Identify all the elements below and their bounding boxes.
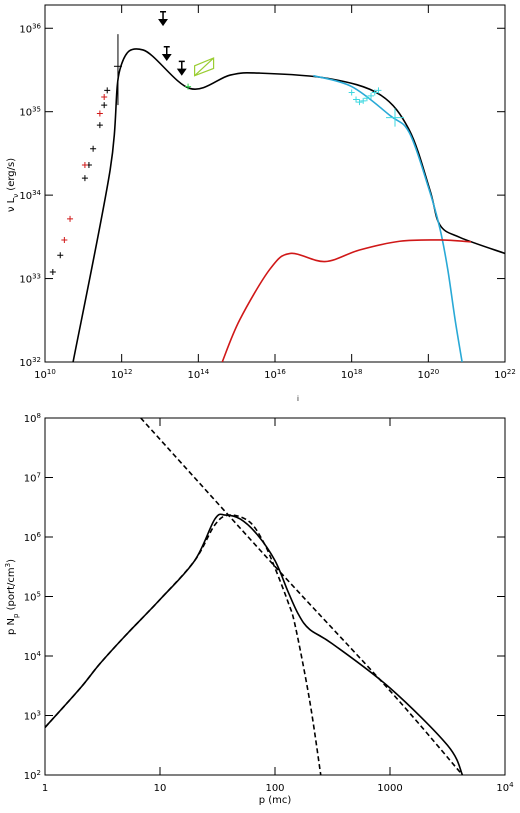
y-tick-label: 1035 [19, 106, 41, 119]
y-tick-label: 103 [24, 710, 41, 723]
data-point [101, 94, 108, 101]
upper-limit [158, 11, 168, 27]
x-tick-label: 1012 [111, 368, 133, 381]
upper-limit [161, 45, 172, 62]
data-point [57, 252, 64, 259]
x-tick-label: 1000 [377, 783, 402, 794]
data-point [96, 122, 103, 129]
data-point [101, 102, 108, 109]
data-point [353, 96, 360, 103]
data-point [67, 215, 74, 222]
x-tick-label: 100 [265, 783, 284, 794]
y-tick-label: 102 [24, 769, 41, 782]
bottom-x-label: p (mc) [259, 795, 292, 806]
dashed-curve [45, 514, 322, 775]
y-tick-label: 1032 [19, 356, 41, 369]
y-tick-label: 106 [24, 531, 42, 544]
data-point [360, 97, 367, 104]
y-tick-label: 1033 [19, 273, 41, 286]
data-point [375, 87, 382, 94]
data-point [385, 108, 404, 127]
x-tick-label: 1018 [341, 368, 363, 381]
y-tick-label: 1034 [19, 189, 41, 202]
top-y-label: ν Lν (erg/s) [6, 158, 20, 212]
data-point [81, 175, 88, 182]
data-point [49, 268, 56, 275]
x-tick-label: 1022 [494, 368, 516, 381]
x-tick-label: 1014 [188, 368, 210, 381]
x-tick-label: 1 [42, 783, 48, 794]
annotation: i [297, 395, 299, 403]
x-tick-label: 10 [154, 783, 167, 794]
data-point [185, 83, 192, 90]
data-point [61, 236, 68, 243]
x-tick-label: 1016 [264, 368, 286, 381]
x-tick-label: 1010 [34, 368, 56, 381]
y-tick-label: 105 [24, 591, 41, 604]
upper-limit [176, 60, 187, 76]
series-group [45, 418, 464, 775]
curve [45, 513, 464, 775]
curve [221, 239, 472, 362]
x-tick-label: 104 [496, 781, 514, 794]
y-tick-label: 108 [24, 412, 41, 425]
bottom-y-label: p Np (port/cm3) [4, 559, 20, 635]
data-point [348, 89, 355, 96]
top-plot-frame [44, 4, 506, 363]
y-tick-label: 104 [24, 650, 42, 663]
data-point [96, 110, 103, 117]
data-point [90, 145, 97, 152]
data-point [81, 161, 88, 168]
data-point [371, 89, 378, 96]
dashed-curve [140, 418, 464, 775]
y-tick-label: 107 [24, 472, 41, 485]
data-point [363, 95, 370, 102]
bowtie [194, 57, 215, 77]
data-point [104, 87, 111, 94]
series-group [49, 11, 505, 362]
y-tick-label: 1036 [19, 22, 41, 35]
curve [313, 74, 463, 362]
data-point [356, 99, 363, 106]
bottom-plot-frame [44, 417, 506, 776]
curve [72, 48, 505, 362]
x-tick-label: 1020 [418, 368, 440, 381]
data-point [368, 92, 375, 99]
